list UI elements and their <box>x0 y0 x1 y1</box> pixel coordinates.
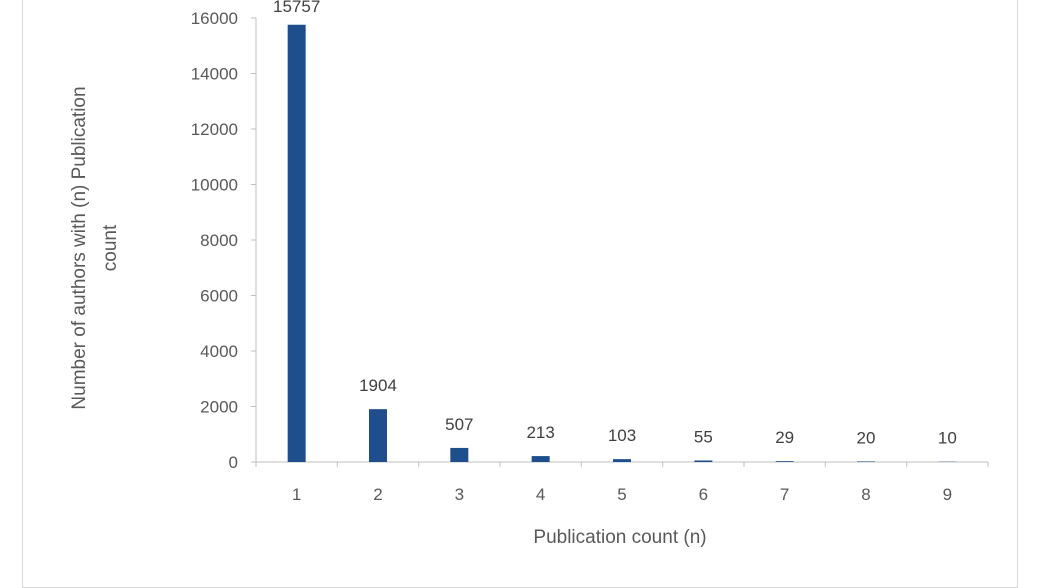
bar <box>288 25 306 462</box>
data-labels: 15757 1904 507 213 103 55 29 20 10 <box>273 0 957 448</box>
bar-chart: 0 2000 4000 6000 8000 10000 12000 14000 16000 1 2… <box>0 0 1038 576</box>
x-tick-label: 9 <box>943 485 952 504</box>
y-axis-ticks: 0 2000 4000 6000 8000 10000 12000 14000 16000 <box>191 9 256 472</box>
bars <box>288 25 957 462</box>
x-tick-label: 5 <box>617 485 626 504</box>
bar <box>450 448 468 462</box>
y-tick-label: 6000 <box>200 287 238 306</box>
x-tick-label: 1 <box>292 485 301 504</box>
data-label: 213 <box>526 423 554 442</box>
y-tick-label: 14000 <box>191 65 238 84</box>
data-label: 20 <box>857 428 876 447</box>
y-tick-label: 8000 <box>200 231 238 250</box>
y-axis-title-line-2: count <box>100 224 121 271</box>
y-tick-label: 2000 <box>200 398 238 417</box>
y-tick-label: 0 <box>229 453 238 472</box>
bar <box>532 456 550 462</box>
data-label: 507 <box>445 415 473 434</box>
x-axis-title: Publication count (n) <box>533 527 706 548</box>
bar <box>369 409 387 462</box>
y-axis-title-line-1: Number of authors with (n) Publication <box>69 86 90 409</box>
x-tick-label: 4 <box>536 485 545 504</box>
y-tick-label: 12000 <box>191 120 238 139</box>
x-tick-label: 8 <box>861 485 870 504</box>
data-label: 103 <box>608 426 636 445</box>
x-axis-ticks: 1 2 3 4 5 6 7 8 9 <box>256 462 988 504</box>
data-label: 55 <box>694 427 713 446</box>
x-tick-label: 2 <box>373 485 382 504</box>
x-tick-label: 3 <box>455 485 464 504</box>
y-tick-label: 4000 <box>200 342 238 361</box>
bar <box>694 460 712 462</box>
y-tick-label: 10000 <box>191 176 238 195</box>
data-label: 10 <box>938 429 957 448</box>
x-tick-label: 7 <box>780 485 789 504</box>
bar <box>776 461 794 462</box>
x-tick-label: 6 <box>699 485 708 504</box>
y-tick-label: 16000 <box>191 9 238 28</box>
bar <box>613 459 631 462</box>
data-label: 1904 <box>359 376 397 395</box>
bar <box>857 461 875 462</box>
data-label: 15757 <box>273 0 320 16</box>
data-label: 29 <box>775 428 794 447</box>
